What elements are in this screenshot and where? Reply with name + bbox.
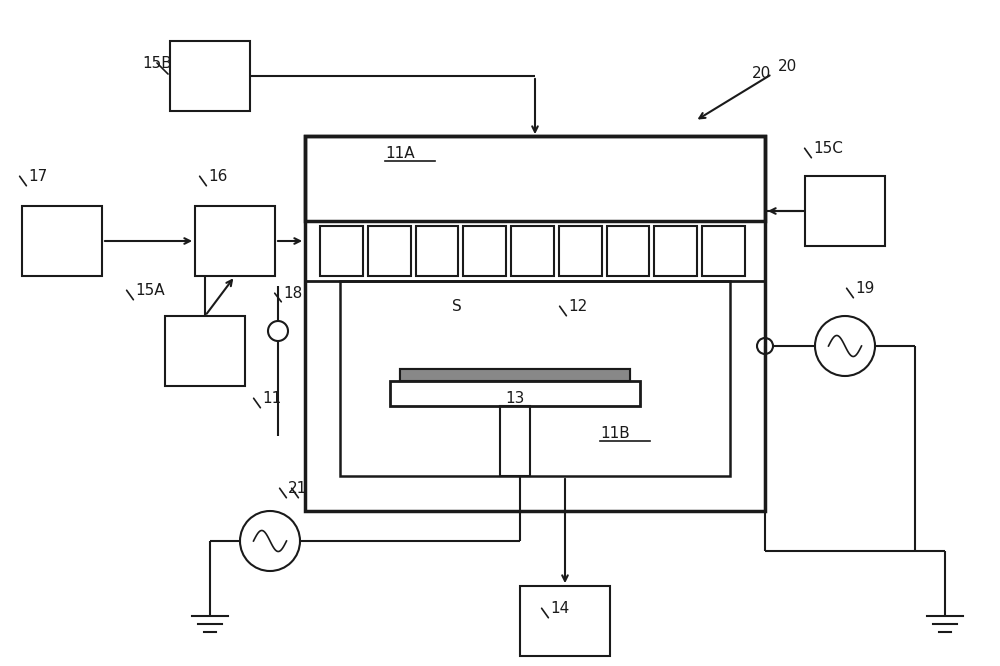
Text: 21: 21: [288, 481, 307, 496]
Text: 12: 12: [568, 299, 587, 314]
Bar: [400, 369, 630, 381]
Text: 11B: 11B: [600, 426, 630, 441]
Bar: [305, 221, 765, 281]
Text: 13: 13: [505, 391, 524, 406]
Bar: [500, 406, 530, 476]
Text: 14: 14: [550, 601, 569, 616]
Text: 20: 20: [778, 59, 797, 74]
Bar: [165, 316, 245, 386]
Text: 15C: 15C: [813, 141, 843, 156]
Bar: [702, 226, 745, 276]
Bar: [340, 281, 730, 476]
Bar: [170, 41, 250, 111]
Bar: [805, 176, 885, 246]
Bar: [195, 206, 275, 276]
Bar: [463, 226, 506, 276]
Bar: [400, 369, 630, 381]
Text: 18: 18: [283, 286, 302, 301]
Bar: [520, 586, 610, 656]
Bar: [390, 381, 640, 406]
Bar: [416, 226, 458, 276]
Bar: [368, 226, 411, 276]
Text: S: S: [452, 299, 462, 314]
Text: 15A: 15A: [135, 283, 165, 298]
Text: 11A: 11A: [385, 146, 415, 161]
Text: 15B: 15B: [142, 56, 172, 71]
Bar: [320, 226, 363, 276]
Bar: [305, 136, 765, 511]
Bar: [559, 226, 602, 276]
Bar: [511, 226, 554, 276]
Bar: [22, 206, 102, 276]
Text: 11: 11: [262, 391, 281, 406]
Text: 17: 17: [28, 169, 47, 184]
Text: 16: 16: [208, 169, 227, 184]
Text: 19: 19: [855, 281, 874, 296]
Bar: [607, 226, 649, 276]
Bar: [305, 136, 765, 221]
Text: 20: 20: [752, 66, 771, 81]
Bar: [654, 226, 697, 276]
